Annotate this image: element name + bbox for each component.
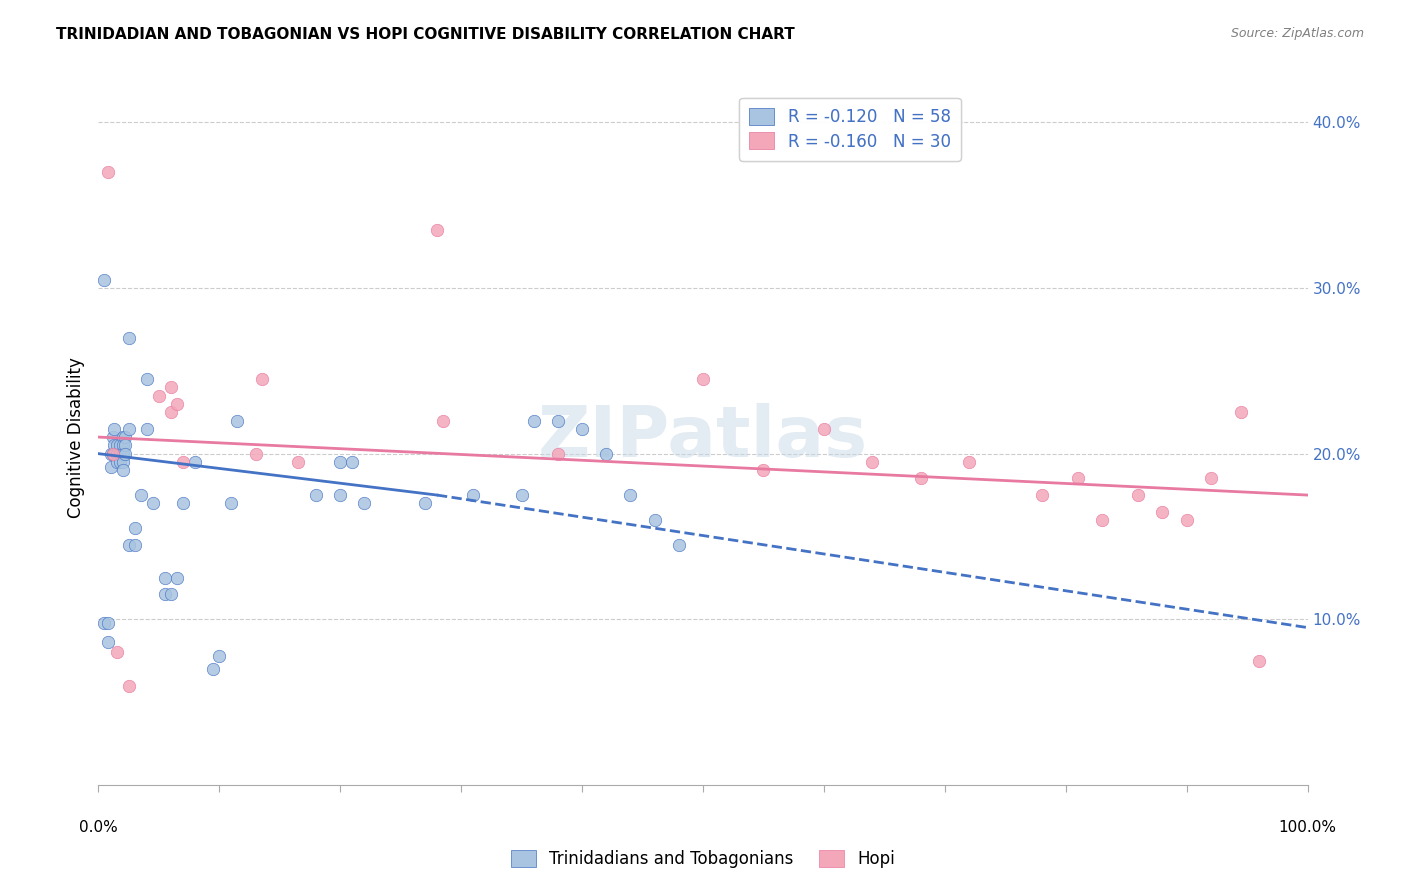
Point <box>100 459 122 474</box>
Point <box>160 380 183 394</box>
Point <box>108 447 131 461</box>
Y-axis label: Cognitive Disability: Cognitive Disability <box>66 357 84 517</box>
Point <box>103 422 125 436</box>
Point <box>118 679 141 693</box>
Point <box>114 447 136 461</box>
Point <box>172 496 194 510</box>
Point <box>510 488 533 502</box>
Point <box>166 397 188 411</box>
Point <box>752 463 775 477</box>
Point <box>111 438 134 452</box>
Point <box>153 587 176 601</box>
Text: TRINIDADIAN AND TOBAGONIAN VS HOPI COGNITIVE DISABILITY CORRELATION CHART: TRINIDADIAN AND TOBAGONIAN VS HOPI COGNI… <box>56 27 794 42</box>
Point <box>114 438 136 452</box>
Point <box>432 413 454 427</box>
Point <box>160 405 183 419</box>
Point <box>413 496 436 510</box>
Point <box>208 648 231 663</box>
Point <box>1091 513 1114 527</box>
Point <box>111 430 134 444</box>
Point <box>148 389 170 403</box>
Text: ZIPatlas: ZIPatlas <box>538 402 868 472</box>
Point <box>342 455 364 469</box>
Point <box>172 455 194 469</box>
Point <box>97 165 120 179</box>
Point <box>595 447 617 461</box>
Legend: Trinidadians and Tobagonians, Hopi: Trinidadians and Tobagonians, Hopi <box>505 843 901 875</box>
Point <box>101 447 124 461</box>
Point <box>135 372 157 386</box>
Point <box>101 447 124 461</box>
Point <box>329 488 352 502</box>
Point <box>108 455 131 469</box>
Point <box>129 488 152 502</box>
Point <box>523 413 546 427</box>
Point <box>250 372 273 386</box>
Point <box>111 455 134 469</box>
Point <box>226 413 249 427</box>
Point <box>111 463 134 477</box>
Point <box>353 496 375 510</box>
Point <box>463 488 485 502</box>
Point <box>221 496 243 510</box>
Point <box>153 571 176 585</box>
Point <box>166 571 188 585</box>
Point <box>114 430 136 444</box>
Legend: R = -0.120   N = 58, R = -0.160   N = 30: R = -0.120 N = 58, R = -0.160 N = 30 <box>740 97 960 161</box>
Point <box>1067 471 1090 485</box>
Point <box>97 615 120 630</box>
Point <box>118 422 141 436</box>
Point <box>547 413 569 427</box>
Point <box>1128 488 1150 502</box>
Point <box>644 513 666 527</box>
Point <box>118 331 141 345</box>
Text: 0.0%: 0.0% <box>79 820 118 835</box>
Point <box>202 662 225 676</box>
Point <box>619 488 641 502</box>
Point <box>1152 505 1174 519</box>
Point <box>105 455 128 469</box>
Point <box>692 372 714 386</box>
Point <box>101 430 124 444</box>
Point <box>1199 471 1222 485</box>
Point <box>97 635 120 649</box>
Point <box>93 273 115 287</box>
Point <box>957 455 980 469</box>
Point <box>329 455 352 469</box>
Point <box>813 422 835 436</box>
Point <box>305 488 328 502</box>
Point <box>1230 405 1253 419</box>
Point <box>105 438 128 452</box>
Point <box>160 587 183 601</box>
Point <box>135 422 157 436</box>
Point <box>105 447 128 461</box>
Point <box>287 455 309 469</box>
Point <box>118 538 141 552</box>
Point <box>571 422 593 436</box>
Point <box>124 538 146 552</box>
Point <box>426 223 449 237</box>
Text: Source: ZipAtlas.com: Source: ZipAtlas.com <box>1230 27 1364 40</box>
Point <box>1031 488 1053 502</box>
Point <box>93 615 115 630</box>
Point <box>547 447 569 461</box>
Point <box>142 496 165 510</box>
Point <box>245 447 267 461</box>
Point <box>184 455 207 469</box>
Point <box>668 538 690 552</box>
Point <box>105 645 128 659</box>
Point <box>124 521 146 535</box>
Point <box>100 447 122 461</box>
Point <box>910 471 932 485</box>
Point <box>111 447 134 461</box>
Point <box>108 438 131 452</box>
Text: 100.0%: 100.0% <box>1278 820 1337 835</box>
Point <box>1175 513 1198 527</box>
Point <box>860 455 883 469</box>
Point <box>1249 654 1271 668</box>
Point <box>103 438 125 452</box>
